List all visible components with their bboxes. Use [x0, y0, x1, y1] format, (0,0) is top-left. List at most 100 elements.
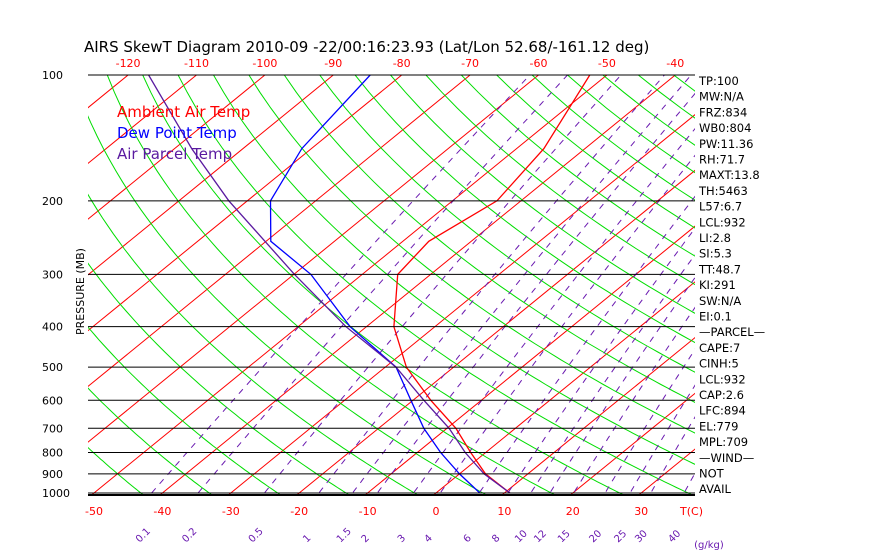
pressure-tick-label: 600 — [42, 394, 63, 407]
dry-adiabat-line — [283, 75, 695, 403]
isotherm-line — [569, 392, 695, 495]
mixing-ratio-line — [477, 195, 695, 495]
index-label: TT:48.7 — [698, 262, 741, 276]
top-temp-tick-label: -120 — [116, 57, 141, 70]
mixing-ratio-line — [375, 92, 695, 495]
isotherm-line — [767, 66, 870, 502]
index-label: LCL:932 — [699, 372, 746, 386]
bottom-temp-tick-label: -10 — [359, 505, 377, 518]
pressure-tick-label: 400 — [42, 321, 63, 334]
isotherm-line — [364, 225, 695, 495]
mixing-ratio-tick-label: 0.5 — [247, 526, 266, 545]
pressure-tick-label: 1000 — [42, 487, 70, 500]
mixing-ratio-tick-label: 0.2 — [180, 526, 199, 545]
index-label: EL:779 — [699, 419, 739, 433]
dry-adiabat-line — [354, 75, 695, 344]
bottom-temp-tick-label: 10 — [497, 505, 511, 518]
index-label: MPL:709 — [699, 435, 748, 449]
top-temp-tick-label: -110 — [184, 57, 209, 70]
pressure-tick-label: 100 — [42, 69, 63, 82]
mixing-ratio-tick-label: 0.1 — [134, 526, 153, 545]
isotherm-line — [432, 281, 695, 495]
legend-entry: Dew Point Temp — [117, 124, 237, 142]
dry-adiabat-line — [460, 75, 695, 257]
mixing-ratio-tick-label: 2 — [360, 533, 372, 545]
index-label: CAP:2.6 — [699, 388, 744, 402]
isotherm-line — [88, 75, 198, 165]
pressure-tick-label: 900 — [42, 468, 63, 481]
dry-adiabat-line — [88, 193, 419, 495]
index-label: EI:0.1 — [699, 310, 732, 324]
dry-adiabat-line — [106, 75, 557, 495]
mixing-ratio-tick-label: 4 — [423, 533, 435, 545]
bottom-temp-tick-label: 30 — [634, 505, 648, 518]
mixing-ratio-line — [438, 154, 695, 495]
top-temp-tick-label: -90 — [324, 57, 342, 70]
dry-adiabat-line — [319, 75, 695, 373]
bottom-temp-tick-label: 0 — [433, 505, 440, 518]
index-label: —WIND— — [699, 451, 754, 465]
mixing-ratio-line — [350, 75, 692, 495]
mixing-ratio-line — [262, 75, 622, 495]
isotherm-line — [0, 66, 3, 502]
mixing-ratio-line — [195, 75, 568, 495]
top-temp-tick-label: -80 — [393, 57, 411, 70]
index-label: MAXT:13.8 — [699, 168, 760, 182]
bottom-temp-tick-label: -30 — [222, 505, 240, 518]
index-label: L57:6.7 — [699, 200, 742, 214]
index-label: NOT — [699, 467, 725, 481]
mixing-ratio-tick-label: 12 — [532, 528, 549, 545]
dry-adiabat-line — [780, 75, 870, 502]
bottom-temp-tick-label: 20 — [566, 505, 580, 518]
mixing-ratio-line — [149, 75, 531, 495]
y-axis-label: PRESSURE (MB) — [74, 248, 87, 335]
dry-adiabat-line — [390, 75, 695, 314]
index-label: —PARCEL— — [699, 325, 765, 339]
index-label: TH:5463 — [698, 184, 748, 198]
isotherm-line — [501, 337, 695, 495]
dry-adiabat-line — [248, 75, 695, 434]
mixing-ratio-tick-label: 1.5 — [335, 526, 354, 545]
top-temp-tick-label: -60 — [530, 57, 548, 70]
isotherm-line — [159, 75, 677, 495]
pressure-tick-label: 500 — [42, 361, 63, 374]
dry-adiabat-line — [745, 75, 870, 502]
dry-adiabat-line — [213, 75, 695, 465]
pressure-tick-label: 200 — [42, 195, 63, 208]
index-label: WB0:804 — [699, 121, 751, 135]
index-label: LCL:932 — [699, 215, 746, 229]
mixing-ratio-tick-label: 8 — [490, 533, 502, 545]
index-label: SI:5.3 — [699, 247, 732, 261]
series-line-ambient-air-temp — [393, 75, 591, 494]
mixing-ratio-line — [316, 75, 665, 495]
mixing-ratio-line — [411, 127, 695, 495]
top-temp-tick-label: -50 — [598, 57, 616, 70]
bottom-temp-tick-label: -50 — [85, 505, 103, 518]
index-label: LI:2.8 — [699, 231, 731, 245]
index-label: TP:100 — [698, 74, 739, 88]
mixing-ratio-tick-label: 6 — [462, 533, 474, 545]
bottom-temp-tick-label: -40 — [153, 505, 171, 518]
mixing-ratio-line — [649, 416, 695, 495]
legend-entry: Ambient Air Temp — [117, 103, 250, 121]
top-temp-tick-label: -70 — [461, 57, 479, 70]
pressure-tick-label: 700 — [42, 422, 63, 435]
mixing-ratio-line — [505, 227, 695, 495]
dry-adiabat-line — [88, 262, 351, 495]
mixing-ratio-tick-label: 10 — [513, 528, 530, 545]
dry-adiabat-line — [88, 387, 213, 495]
dry-adiabat-line — [425, 75, 695, 286]
mixing-ratio-tick-label: 30 — [633, 528, 650, 545]
dry-adiabat-line — [0, 75, 13, 502]
top-temp-tick-label: -40 — [666, 57, 684, 70]
index-label: CINH:5 — [699, 357, 739, 371]
isotherm-line — [88, 75, 266, 220]
mixing-ratio-tick-label: 20 — [587, 528, 604, 545]
bottom-temp-tick-label: -20 — [290, 505, 308, 518]
index-label: LFC:894 — [699, 404, 746, 418]
mixing-ratio-line — [528, 253, 695, 495]
dry-adiabat-line — [177, 75, 694, 495]
chart-title: AIRS SkewT Diagram 2010-09 -22/00:16:23.… — [84, 38, 649, 56]
isotherm-line — [88, 75, 335, 276]
